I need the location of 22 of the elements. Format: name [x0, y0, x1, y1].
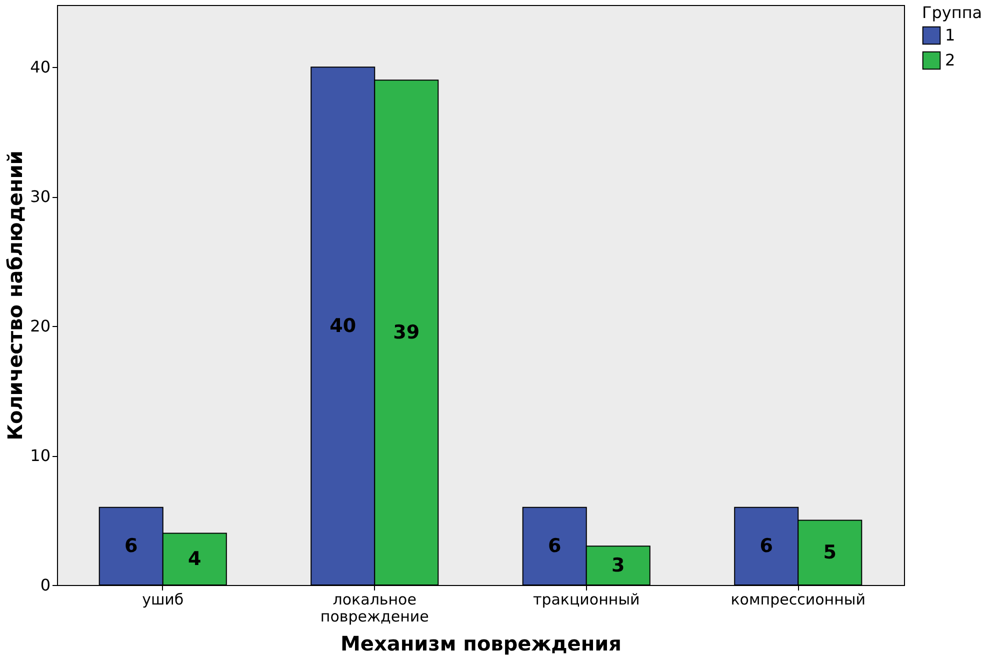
legend-label: 1: [945, 26, 956, 44]
y-tick-label: 10: [30, 446, 50, 466]
y-tick-label: 0: [40, 576, 50, 594]
x-tick-label: компрессионный: [730, 590, 866, 608]
data-label: 5: [823, 542, 837, 564]
data-label: 39: [393, 322, 420, 344]
y-tick-label: 40: [30, 58, 50, 77]
x-tick-label: ушиб: [142, 590, 184, 608]
data-label: 40: [330, 315, 356, 338]
y-tick-label: 30: [30, 187, 50, 206]
y-axis-title: Количество наблюдений: [3, 150, 28, 440]
legend-label: 2: [945, 50, 956, 70]
legend-title: Группа: [922, 3, 982, 22]
data-label: 6: [124, 535, 138, 558]
data-label: 6: [548, 535, 562, 558]
data-label: 6: [760, 535, 773, 558]
data-label: 4: [188, 548, 202, 570]
x-tick-label: локальное повреждение: [320, 590, 429, 626]
data-label: 3: [612, 554, 625, 577]
x-tick-label: тракционный: [532, 590, 640, 608]
y-tick-label: 20: [30, 316, 50, 336]
x-axis-title: Механизм повреждения: [340, 632, 622, 656]
